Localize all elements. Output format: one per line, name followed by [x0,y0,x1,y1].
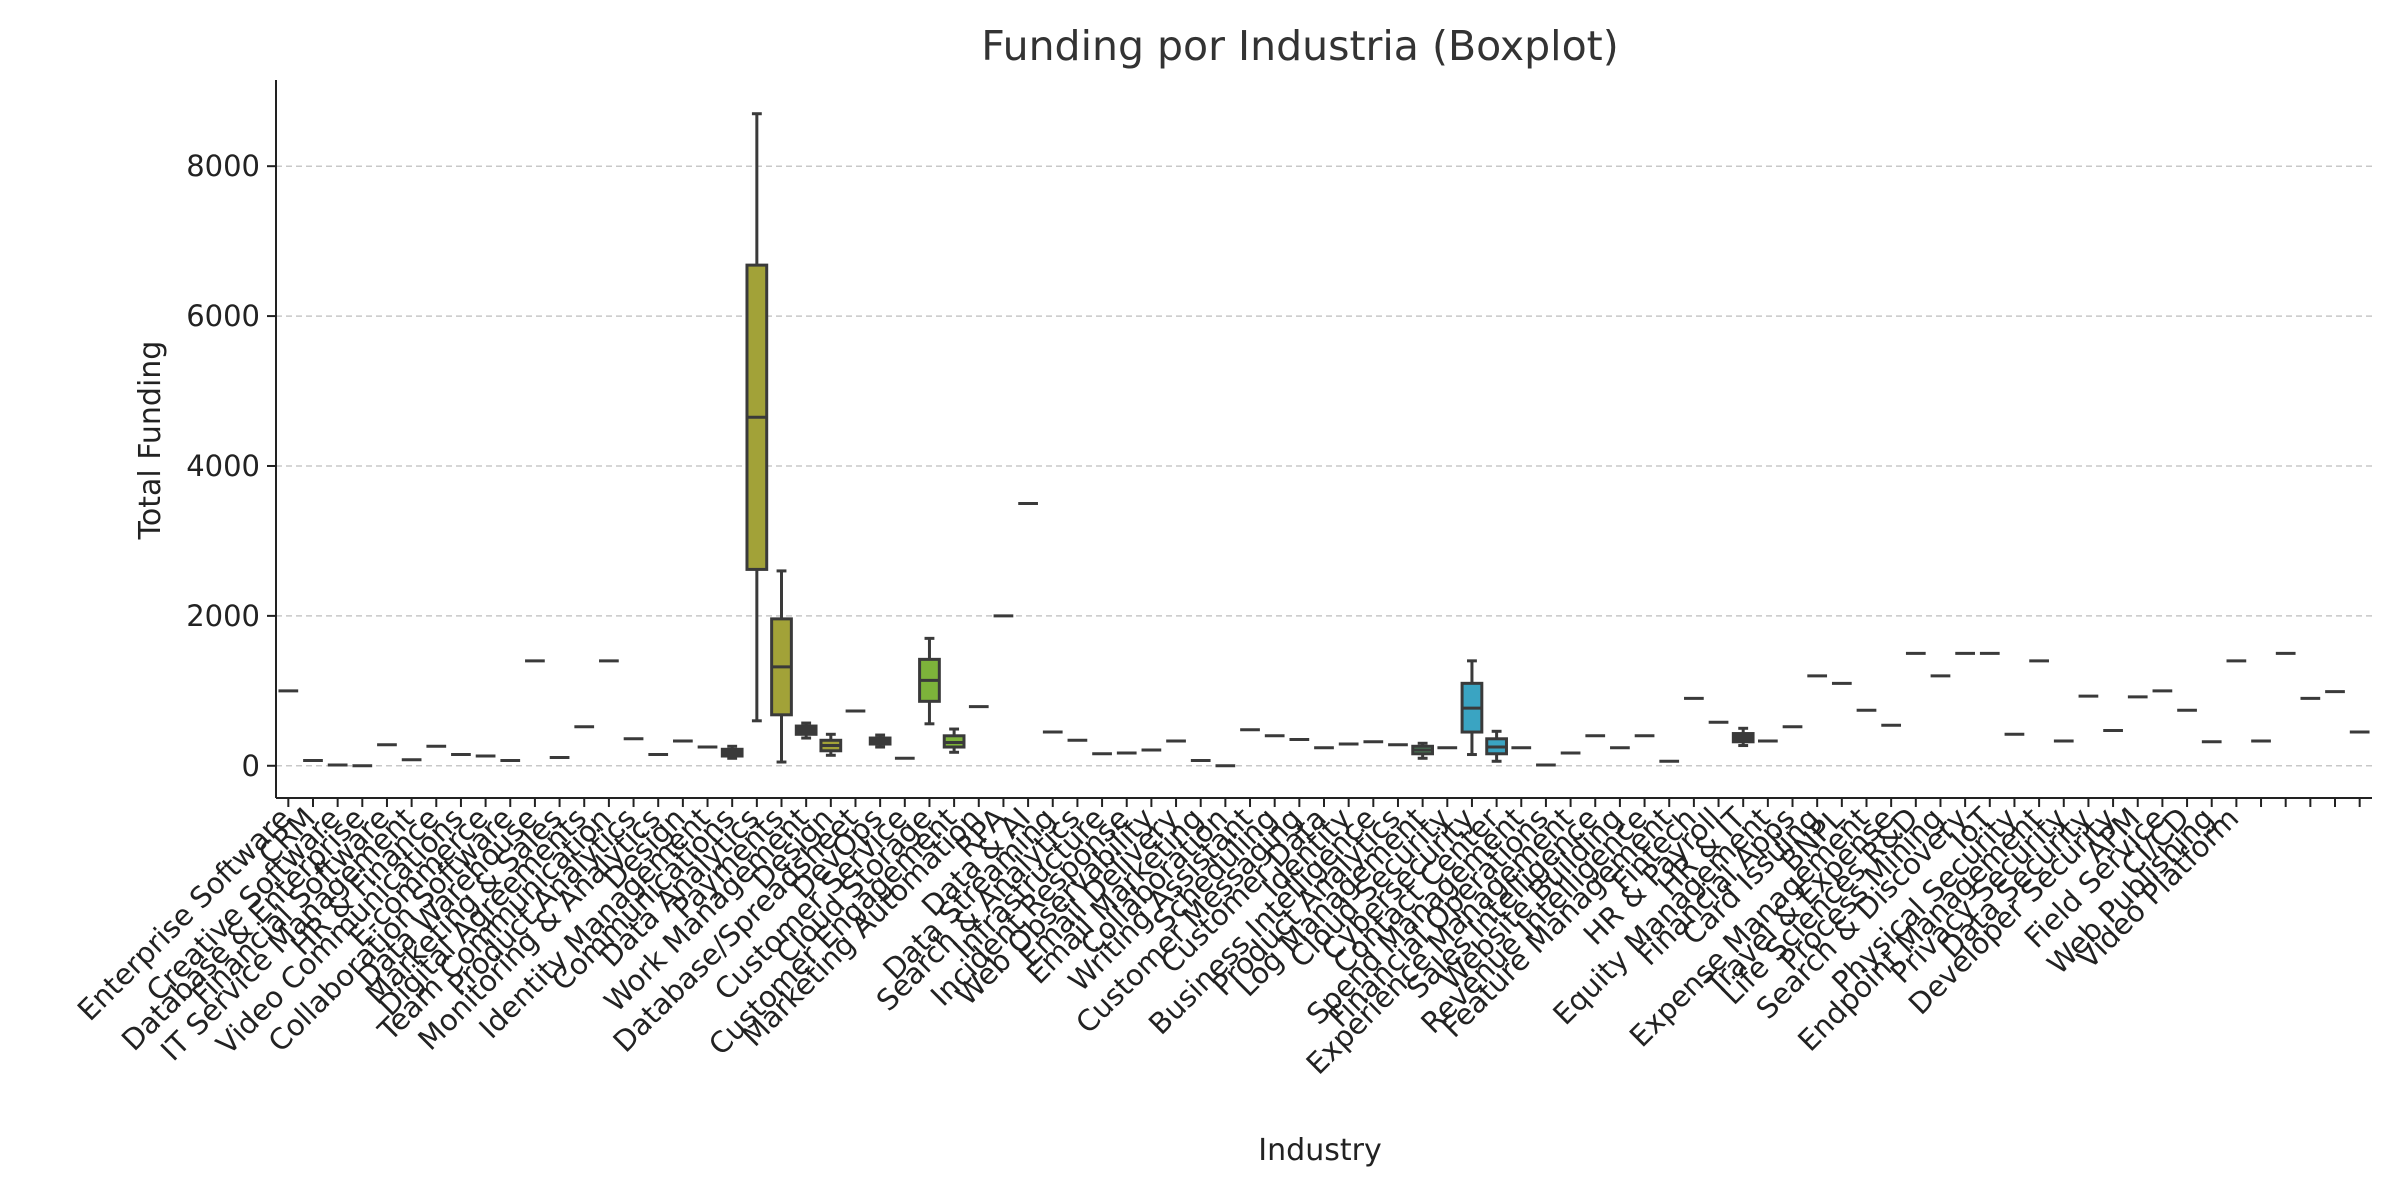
box-mark [942,727,966,754]
y-axis-title: Total Funding [133,341,168,541]
box-mark [918,636,941,726]
box-mark [1485,729,1508,763]
box-mark [720,744,744,760]
y-tick-label: 4000 [186,449,260,483]
box-mark [868,733,892,749]
box-mark [1411,741,1434,760]
y-tick-label: 6000 [186,299,260,333]
gridlines [276,165,2372,767]
y-tick-label: 2000 [186,599,260,633]
y-tick-label: 0 [242,749,260,783]
box-mark [1731,726,1755,748]
box-mark [1460,659,1484,757]
box-mark [745,112,769,723]
box-mark [819,732,843,757]
box-mark [770,569,793,764]
y-axis: 0 2000 4000 6000 8000 [186,80,277,798]
chart-marks [278,112,2370,768]
box-mark [794,721,818,740]
chart-title: Funding por Industria (Boxplot) [981,22,1618,70]
y-tick-label: 8000 [186,149,260,183]
x-axis-title: Industry [1258,1133,1381,1168]
